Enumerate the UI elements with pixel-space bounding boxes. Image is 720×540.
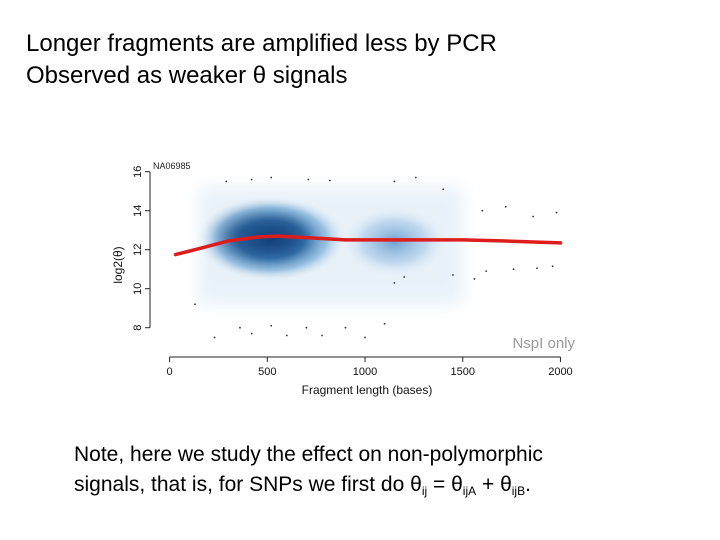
outlier-points <box>194 176 558 339</box>
outlier-point <box>442 188 445 191</box>
outlier-point <box>551 265 554 268</box>
outlier-point <box>555 211 558 214</box>
outlier-point <box>414 176 417 179</box>
note-text: Note, here we study the effect on non-po… <box>74 440 694 506</box>
outlier-point <box>250 178 253 181</box>
y-tick-label: 8 <box>132 325 144 331</box>
outlier-point <box>239 326 241 329</box>
plus-sign: + <box>476 473 501 496</box>
x-tick-label: 0 <box>167 366 173 378</box>
title-line-2: Observed as weaker θ signals <box>26 62 348 89</box>
outlier-point <box>270 176 273 179</box>
outlier-point <box>532 215 534 218</box>
outlier-point <box>512 268 515 271</box>
outlier-point <box>285 334 288 337</box>
theta-ij-subscript: ij <box>421 484 428 498</box>
slide-title: Longer fragments are amplified less by P… <box>26 28 497 92</box>
fit-curve-group <box>173 234 563 257</box>
theta-ija-symbol: θ <box>451 473 463 496</box>
outlier-point <box>307 178 310 181</box>
y-axis-label: log2(θ) <box>111 246 125 283</box>
outlier-point <box>328 179 331 182</box>
y-tick-label: 10 <box>132 283 144 295</box>
note-line-2-prefix: signals, that is, for SNPs we first do <box>74 473 411 496</box>
chart-annotation: NspI only <box>512 335 575 352</box>
axes-group: 8 10 12 14 16 0 500 1000 1500 2000 <box>132 166 573 378</box>
outlier-point <box>270 324 273 327</box>
outlier-point <box>344 326 347 329</box>
y-tick-label: 12 <box>132 244 144 256</box>
outlier-point <box>393 180 396 183</box>
density-cloud <box>196 187 463 305</box>
final-period: . <box>525 473 531 496</box>
outlier-point <box>536 267 538 270</box>
outlier-point <box>393 281 396 284</box>
outlier-point <box>305 326 308 329</box>
theta-ijb-subscript: ijB <box>511 484 526 498</box>
outlier-point <box>250 332 253 335</box>
note-line-1: Note, here we study the effect on non-po… <box>74 443 543 466</box>
outlier-point <box>504 205 507 208</box>
x-tick-label: 500 <box>258 366 276 378</box>
outlier-point <box>321 334 323 337</box>
chart-title: NA06985 <box>153 161 191 171</box>
outlier-point <box>194 303 196 306</box>
x-tick-label: 2000 <box>548 366 572 378</box>
outlier-point <box>364 336 366 339</box>
outlier-point <box>225 180 228 183</box>
outlier-point <box>452 274 454 276</box>
outlier-point <box>485 270 488 273</box>
theta-ija-subscript: ijA <box>462 484 477 498</box>
x-axis-label: Fragment length (bases) <box>302 383 433 397</box>
title-line-1: Longer fragments are amplified less by P… <box>26 30 497 57</box>
equals-sign: = <box>427 473 452 496</box>
outlier-point <box>473 278 476 280</box>
theta-ij-symbol: θ <box>410 473 422 496</box>
theta-ijb-symbol: θ <box>500 473 512 496</box>
y-tick-label: 14 <box>132 205 144 217</box>
y-tick-label: 16 <box>132 166 144 178</box>
x-tick-label: 1500 <box>450 366 474 378</box>
outlier-point <box>213 336 216 339</box>
fit-curve <box>173 234 563 257</box>
density-tail <box>341 206 448 277</box>
note-line-2: signals, that is, for SNPs we first do θ… <box>74 470 694 506</box>
outlier-point <box>481 209 484 212</box>
x-tick-label: 1000 <box>353 366 377 378</box>
outlier-point <box>383 322 386 325</box>
outlier-point <box>403 276 406 278</box>
